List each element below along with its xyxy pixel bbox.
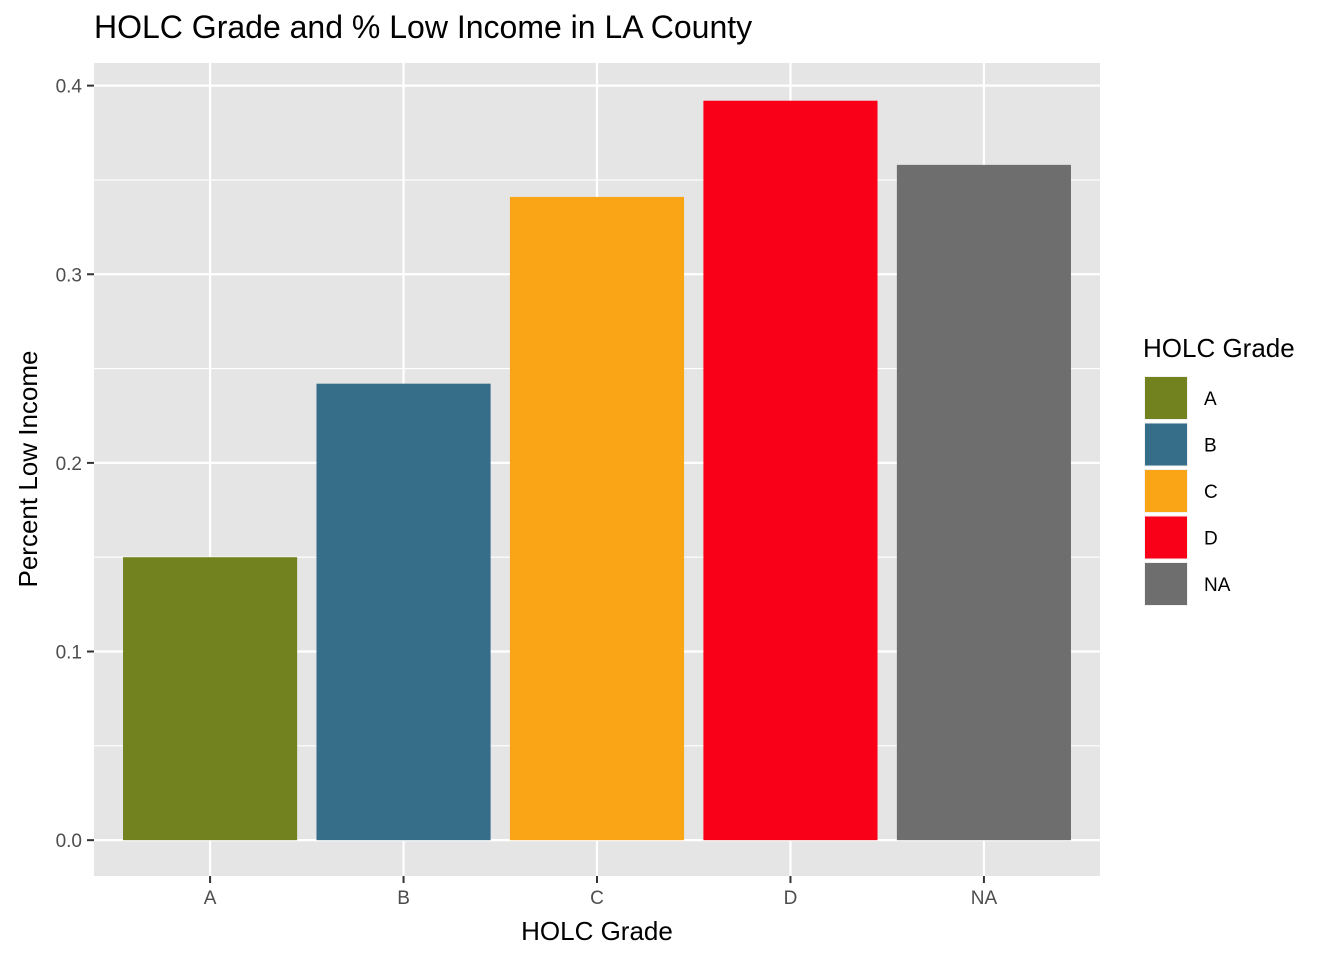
x-axis: A B C D NA: [204, 876, 998, 909]
legend-label: B: [1204, 436, 1217, 457]
legend-label: NA: [1204, 575, 1231, 596]
legend-label: A: [1204, 389, 1217, 410]
legend-title: HOLC Grade: [1143, 333, 1295, 363]
legend-swatch-b: [1145, 423, 1187, 466]
x-axis-label: HOLC Grade: [521, 916, 673, 946]
y-axis-label: Percent Low Income: [13, 350, 43, 587]
x-tick-label: A: [204, 888, 217, 909]
x-tick-label: NA: [971, 888, 998, 909]
bar-na: [896, 164, 1071, 841]
bar-a: [123, 557, 298, 841]
y-tick-label: 0.2: [56, 454, 82, 475]
y-tick-label: 0.1: [56, 643, 82, 664]
bar-d: [703, 100, 878, 841]
legend: HOLC Grade A B C D NA: [1143, 333, 1295, 606]
x-tick-label: D: [784, 888, 798, 909]
y-tick-label: 0.4: [56, 77, 83, 98]
bar-c: [509, 196, 685, 841]
legend-swatch-d: [1145, 516, 1187, 559]
legend-label: C: [1204, 482, 1218, 503]
bars: [123, 100, 1071, 841]
legend-swatch-na: [1145, 563, 1187, 605]
legend-label: D: [1204, 529, 1218, 550]
y-axis: 0.0 0.1 0.2 0.3 0.4: [56, 77, 94, 852]
x-tick-label: B: [397, 888, 410, 909]
y-tick-label: 0.0: [56, 831, 82, 852]
chart-title: HOLC Grade and % Low Income in LA County: [94, 9, 752, 45]
y-tick-label: 0.3: [56, 265, 82, 286]
legend-swatch-a: [1145, 377, 1187, 419]
bar-b: [316, 383, 491, 841]
legend-swatch-c: [1145, 470, 1187, 512]
x-tick-label: C: [590, 888, 604, 909]
